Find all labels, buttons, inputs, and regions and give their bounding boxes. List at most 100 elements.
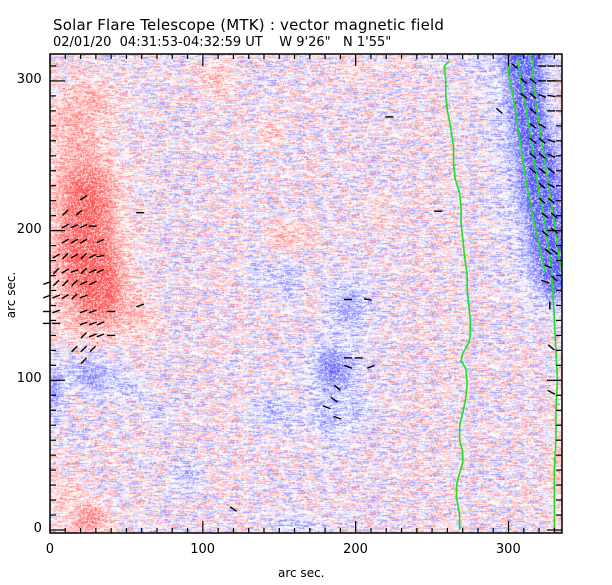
field-vector [550,212,558,219]
field-vector [52,267,60,275]
y-axis-label: arc sec. [4,271,19,319]
field-vector [88,333,97,338]
field-vector [529,137,537,144]
field-vector [88,268,97,274]
field-vector [136,303,145,308]
field-vector [229,506,238,512]
field-vector [62,209,69,216]
x-axis-label: arc sec. [278,566,325,580]
field-vector [79,280,88,286]
field-vector [88,280,97,286]
field-vector [529,122,537,129]
field-vector [88,253,97,259]
field-vector [52,253,60,259]
field-vector [62,252,69,260]
field-vector [61,223,70,229]
field-vector [333,415,342,420]
field-vector [550,275,558,282]
field-vector [96,238,105,244]
field-vector [80,357,87,365]
field-vector [322,405,331,410]
field-vector [529,92,537,100]
field-vector [547,389,556,395]
field-vector [550,248,558,255]
field-vector [96,254,105,258]
x-tick-label: 200 [343,542,368,557]
field-vector [79,223,88,229]
field-vector [511,62,519,70]
field-vector [70,238,79,244]
contour-outer-limb-b [516,56,559,530]
field-vector [529,152,537,159]
field-vector [547,183,556,189]
field-vector [544,264,553,269]
field-vector [80,252,87,260]
field-vector [61,238,70,244]
field-vector [71,293,78,300]
y-tick-label: 300 [16,71,42,87]
field-vector [96,333,105,338]
y-tick-label: 0 [33,521,42,536]
field-vector [80,345,87,353]
field-vector [547,197,555,204]
y-tick-label: 100 [16,371,42,387]
field-vector [541,230,549,237]
field-vector [344,364,353,369]
field-vector [495,107,503,115]
field-vector [61,268,70,274]
field-vector [75,209,83,216]
field-vector [529,167,537,174]
field-vector [96,321,105,326]
x-tick-label: 100 [190,542,216,557]
field-vector [62,279,69,287]
field-vector [52,279,60,287]
field-vector [547,167,555,174]
contour-layer [443,56,562,530]
field-vector [538,182,546,189]
field-vector [52,309,61,314]
field-vector [70,224,79,229]
field-vector [71,345,78,353]
field-vector [538,123,546,129]
field-vector [547,94,556,98]
field-vector [538,167,546,174]
field-vector [80,332,87,339]
field-vector [541,212,549,219]
field-vector [538,152,546,159]
field-vector [71,279,78,287]
field-vector [330,396,339,403]
y-tick-label: 200 [16,221,42,237]
plot-frame [49,53,563,534]
field-vector [70,269,79,274]
field-vector [79,309,88,314]
contour-outer-limb-c [529,56,562,269]
field-vector [80,267,87,275]
field-vector [96,268,105,274]
field-vector [544,248,552,255]
field-vector [541,279,550,284]
field-vector [538,197,546,204]
field-vector [61,293,70,300]
field-vector [529,107,537,115]
field-vector [520,77,528,85]
field-vector [79,294,88,299]
contour-inner-limb [443,60,472,530]
field-vector [52,294,61,299]
field-vector [547,138,556,143]
field-vector [538,137,546,144]
field-vector [79,321,88,326]
field-vector [366,364,375,369]
field-vector [547,153,556,158]
field-vector [333,384,341,391]
x-tick-label: 0 [45,542,55,557]
field-vector [88,309,97,314]
field-vector [538,93,547,98]
field-vector [520,92,528,100]
field-vector [547,344,555,351]
field-vector [79,194,88,201]
axes-layer [49,53,563,534]
contour-outer-limb-a [507,57,546,273]
vector-layer [42,62,558,512]
